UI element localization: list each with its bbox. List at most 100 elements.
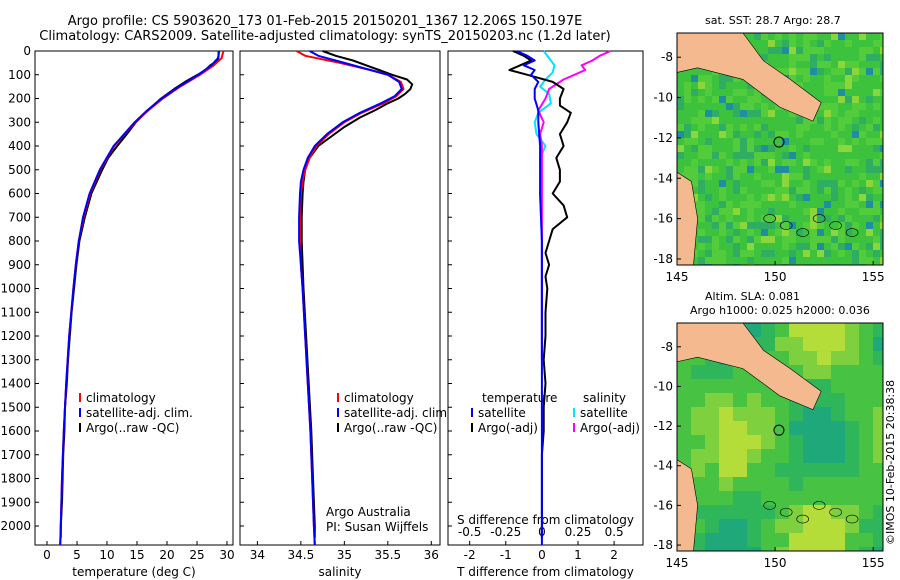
map-x-tick-label: 145 [666, 556, 689, 570]
map-y-tick-label: -18 [653, 252, 673, 266]
series-line-satellite-adj-clim- [59, 50, 221, 546]
y-tick-label: 700 [8, 210, 31, 224]
reef-outline [779, 507, 793, 517]
map-y-tick-label: -8 [661, 340, 673, 354]
reef-outline [763, 501, 777, 510]
s-tick-label: 0.25 [565, 525, 592, 539]
salinity-legend-label: climatology [344, 391, 414, 405]
y-tick-label: 1000 [0, 282, 31, 296]
reef-outline [845, 514, 859, 524]
argo-position-marker [773, 424, 785, 436]
series-line-temperature-satellite [516, 50, 543, 545]
salinity-xlabel: salinity [318, 565, 361, 579]
x-tick-label: -2 [464, 548, 476, 562]
map-sst_map [676, 32, 884, 266]
x-tick-label: 20 [159, 548, 174, 562]
s-tick-label: -0.25 [490, 525, 521, 539]
map-x-tick-label: 150 [764, 556, 787, 570]
reef-outline [845, 228, 859, 237]
salinity-annotation-2: PI: Susan Wijffels [326, 520, 428, 534]
reef-outline [796, 228, 809, 237]
y-tick-label: 100 [8, 68, 31, 82]
x-tick-label: 0 [538, 548, 546, 562]
reef-outline [812, 501, 826, 510]
map-y-tick-label: -18 [653, 538, 673, 552]
reef-outline [829, 221, 842, 230]
map-x-tick-label: 145 [666, 270, 689, 284]
map-y-tick-label: -8 [661, 50, 673, 64]
temp-diff-legend-label: satellite [478, 406, 526, 420]
map-y-tick-label: -16 [653, 498, 673, 512]
panel-frame-difference [447, 50, 644, 546]
salinity-legend-label: Argo(..raw -QC) [344, 421, 437, 435]
temp-diff-legend-label: Argo(-adj) [478, 421, 538, 435]
reef-outline [796, 514, 809, 524]
reef-outline [779, 221, 793, 230]
s-tick-label: -0.5 [458, 525, 481, 539]
salinity-legend-label: satellite-adj. clim. [344, 406, 451, 420]
x-tick-label: 5 [73, 548, 81, 562]
x-tick-label: 36 [424, 548, 439, 562]
map-y-tick-label: -10 [653, 379, 673, 393]
panel-frame-temperature [34, 50, 234, 546]
difference-xlabel: T difference from climatology [456, 565, 634, 579]
temp-diff-legend-title: temperature [482, 391, 557, 405]
s-diff-label: S difference from climatology [457, 513, 634, 527]
x-tick-label: 15 [129, 548, 144, 562]
sal-diff-legend-title: salinity [583, 391, 626, 405]
y-tick-label: 400 [8, 139, 31, 153]
y-tick-label: 1400 [0, 377, 31, 391]
x-tick-label: 2 [610, 548, 618, 562]
reef-outline [829, 507, 842, 517]
y-tick-label: 200 [8, 92, 31, 106]
map-y-tick-label: -14 [653, 459, 673, 473]
sst-map-title: sat. SST: 28.7 Argo: 28.7 [705, 14, 841, 27]
map-y-tick-label: -12 [653, 131, 673, 145]
temperature-legend-label: Argo(..raw -QC) [86, 421, 179, 435]
map-frame [676, 32, 884, 266]
x-tick-label: 34 [250, 548, 265, 562]
map-x-tick-label: 155 [862, 556, 885, 570]
series-line-satellite-adj-clim- [298, 50, 403, 546]
y-tick-label: 900 [8, 258, 31, 272]
x-tick-label: 35.5 [374, 548, 401, 562]
copyright-label: ©IMOS 10-Feb-2015 20:38:38 [884, 379, 897, 545]
y-tick-label: 1500 [0, 400, 31, 414]
salinity-annotation-1: Argo Australia [326, 505, 411, 519]
y-tick-label: 0 [23, 44, 31, 58]
y-tick-label: 1900 [0, 495, 31, 509]
y-tick-label: 600 [8, 187, 31, 201]
panel-frame-salinity [239, 50, 441, 546]
map-frame [676, 322, 884, 552]
reef-outline [763, 214, 777, 223]
temperature-xlabel: temperature (deg C) [72, 565, 195, 579]
y-tick-label: 1800 [0, 472, 31, 486]
map-y-tick-label: -10 [653, 91, 673, 105]
x-tick-label: -1 [500, 548, 512, 562]
x-tick-label: 1 [574, 548, 582, 562]
y-tick-label: 1300 [0, 353, 31, 367]
map-y-tick-label: -12 [653, 419, 673, 433]
land-new-guinea [676, 322, 822, 411]
figure-title-line2: Climatology: CARS2009. Satellite-adjuste… [39, 29, 611, 44]
map-y-tick-label: -16 [653, 212, 673, 226]
x-tick-label: 0 [43, 548, 51, 562]
y-tick-label: 300 [8, 115, 31, 129]
sla-map-title-line2: Argo h1000: 0.025 h2000: 0.036 [690, 304, 870, 317]
land-new-guinea [676, 32, 822, 122]
x-tick-label: 25 [189, 548, 204, 562]
map-x-tick-label: 150 [764, 270, 787, 284]
argo-position-marker [773, 136, 785, 148]
map-sla_map [676, 322, 884, 552]
y-tick-label: 2000 [0, 519, 31, 533]
x-tick-label: 10 [99, 548, 114, 562]
map-x-tick-label: 155 [862, 270, 885, 284]
y-tick-label: 800 [8, 234, 31, 248]
reef-outline [812, 214, 826, 223]
sal-diff-legend-label: Argo(-adj) [580, 421, 640, 435]
s-tick-label: 0.5 [605, 525, 624, 539]
x-tick-label: 34.5 [288, 548, 315, 562]
figure-title-line1: Argo profile: CS 5903620_173 01-Feb-2015… [67, 14, 583, 29]
sal-diff-legend-label: satellite [580, 406, 628, 420]
